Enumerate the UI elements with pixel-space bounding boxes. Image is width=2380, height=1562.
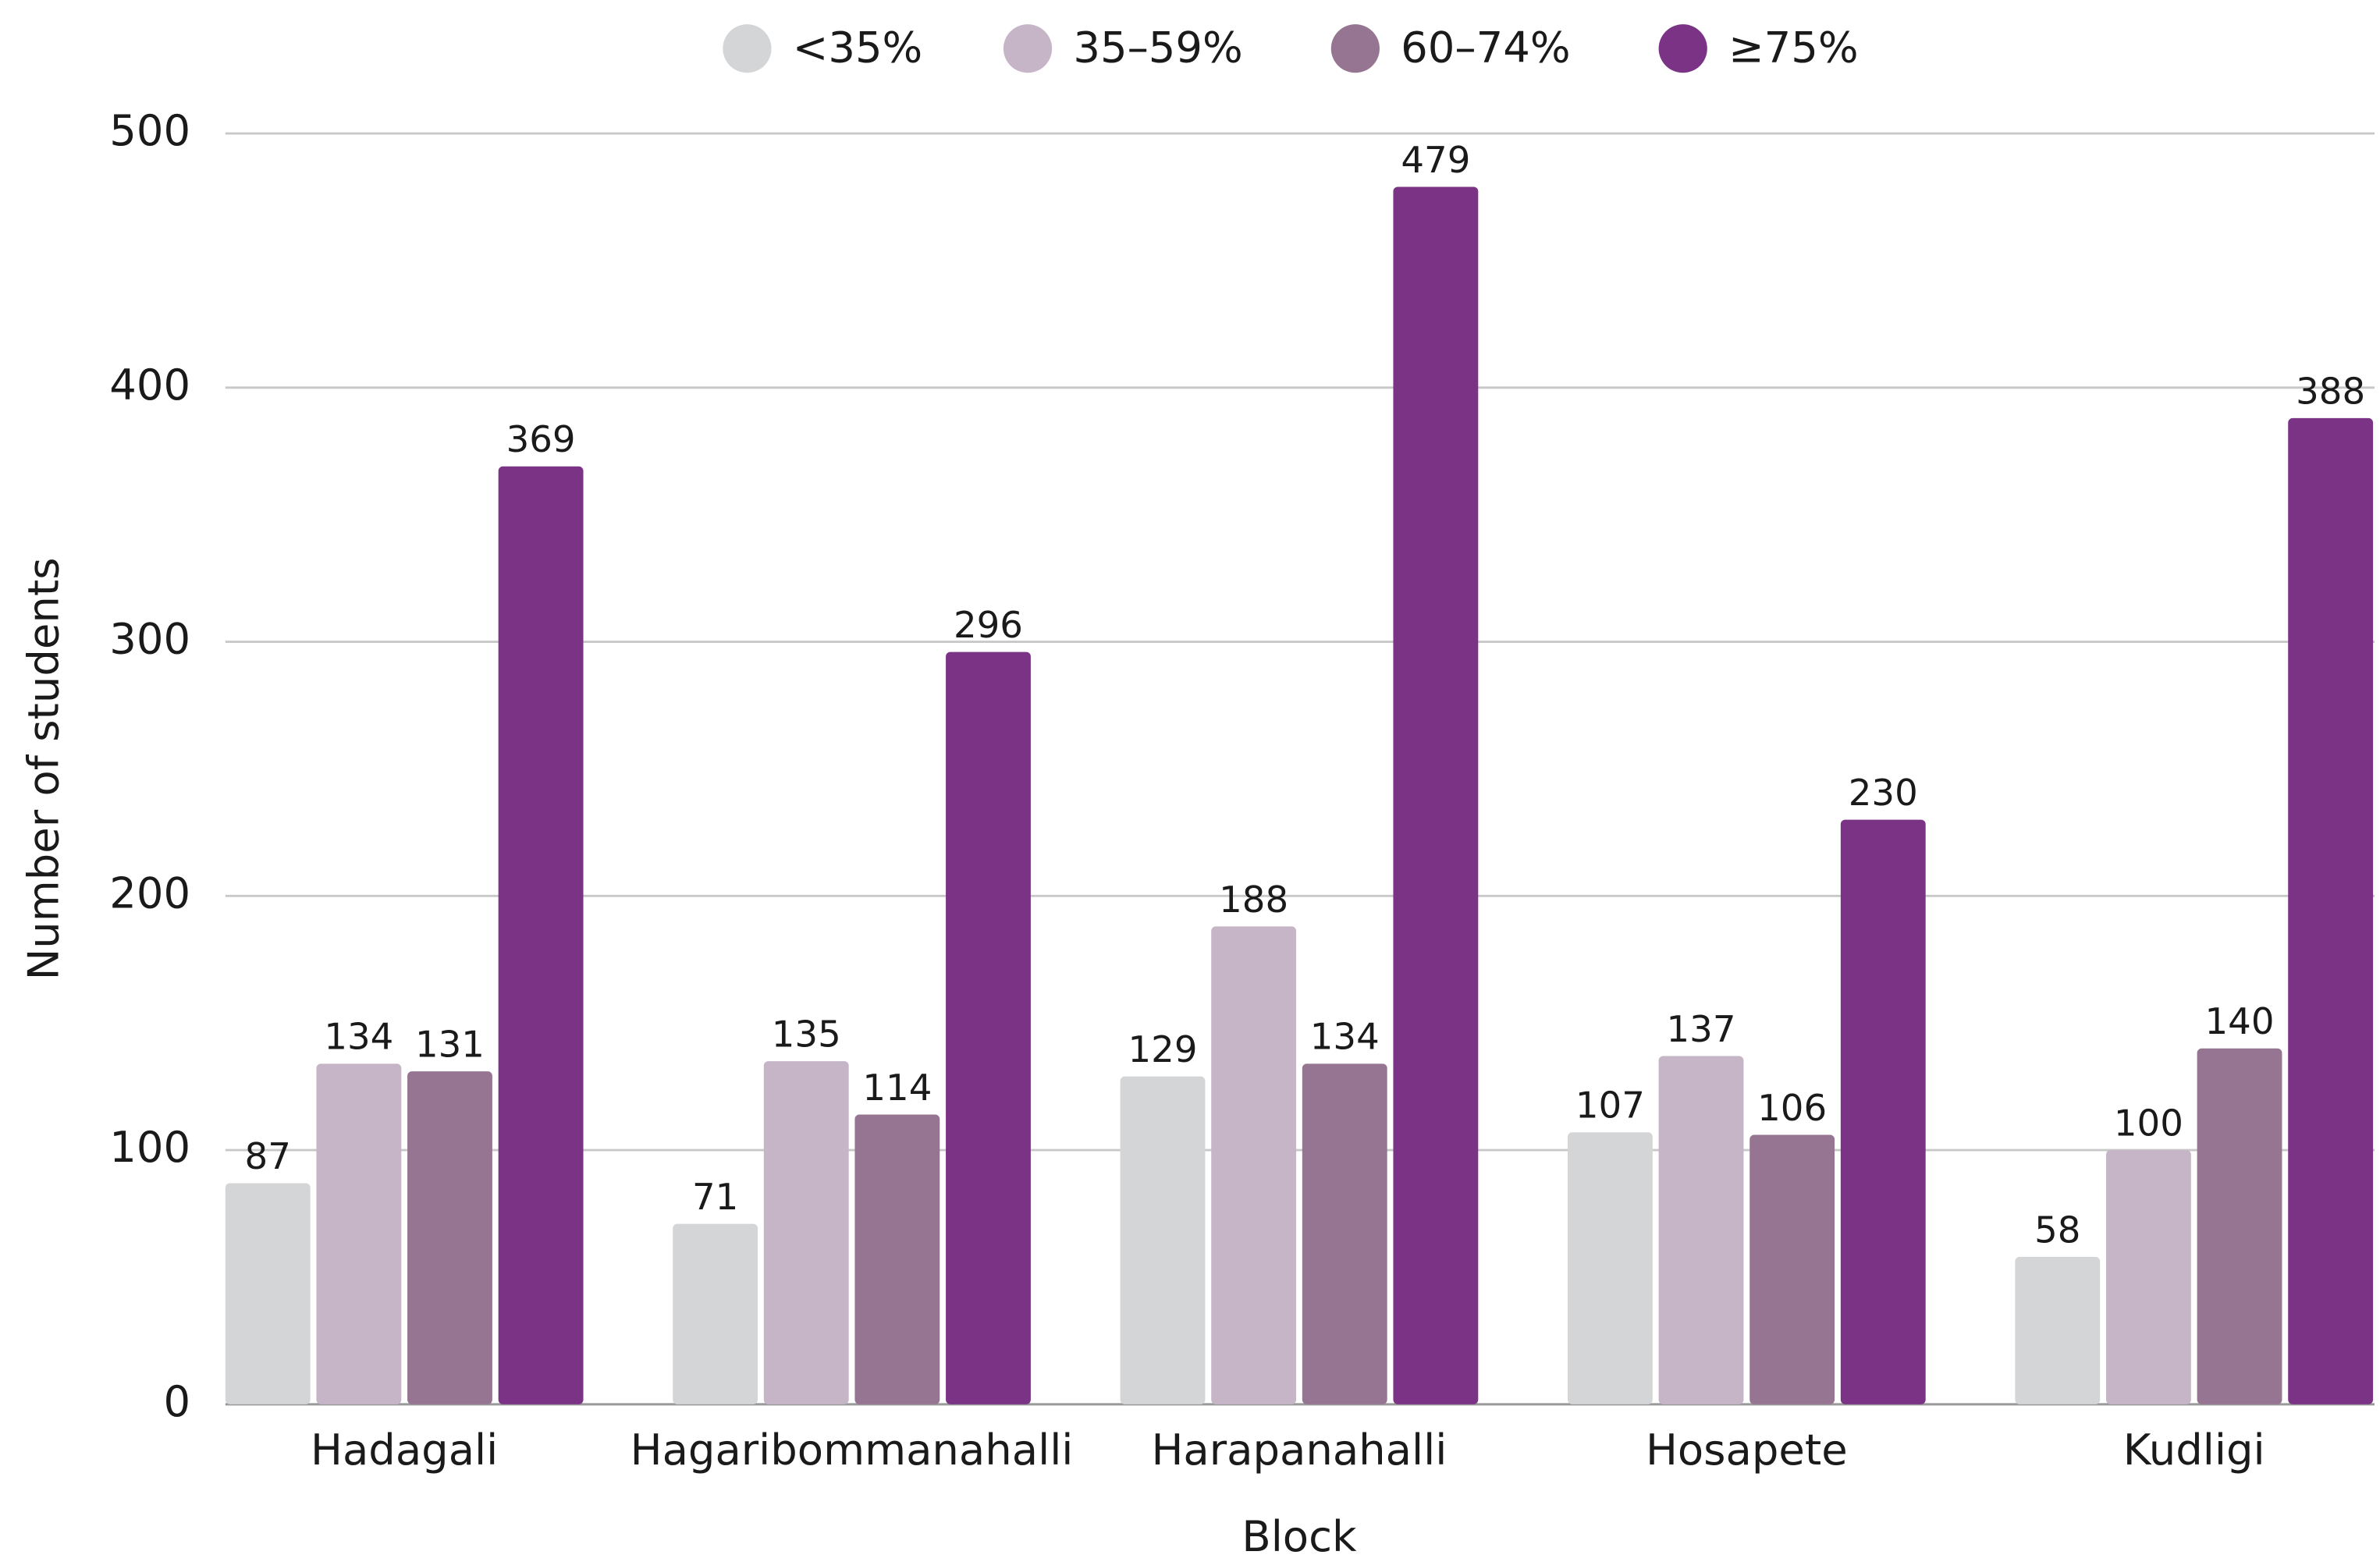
data-label: 134 <box>324 1016 393 1058</box>
bar <box>1658 1056 1744 1404</box>
y-tick-label: 400 <box>109 360 190 410</box>
x-tick-label: Harapanahalli <box>1152 1425 1448 1475</box>
data-label: 58 <box>2034 1209 2080 1251</box>
bar <box>673 1223 758 1404</box>
bar <box>1120 1076 1206 1404</box>
data-label: 100 <box>2114 1102 2183 1144</box>
data-label: 369 <box>506 418 576 460</box>
data-label: 71 <box>692 1176 738 1218</box>
data-label: 87 <box>245 1135 291 1177</box>
bar <box>1749 1134 1835 1404</box>
data-label: 188 <box>1219 879 1288 921</box>
y-tick-label: 200 <box>109 868 190 918</box>
y-axis-label: Number of students <box>19 557 69 980</box>
legend-swatch <box>1330 24 1380 73</box>
bar <box>1211 926 1297 1404</box>
bar <box>946 651 1031 1404</box>
data-label: 107 <box>1575 1085 1645 1127</box>
data-label: 131 <box>415 1024 485 1066</box>
bar <box>2015 1256 2101 1404</box>
bar <box>854 1114 940 1404</box>
data-label: 114 <box>862 1067 932 1109</box>
bar <box>407 1071 492 1404</box>
data-label: 140 <box>2205 1000 2275 1042</box>
legend-label: ≥75% <box>1728 22 1859 72</box>
legend-label: <35% <box>793 22 923 72</box>
bar <box>2197 1048 2282 1404</box>
bar <box>2288 417 2374 1404</box>
x-tick-label: Hadagali <box>311 1425 498 1475</box>
bar <box>1302 1063 1387 1404</box>
bar <box>1567 1132 1653 1404</box>
legend-swatch <box>723 24 772 73</box>
x-axis-label: Block <box>1242 1511 1357 1561</box>
data-label: 296 <box>954 604 1023 646</box>
data-label: 106 <box>1757 1087 1827 1129</box>
y-tick-label: 0 <box>163 1376 190 1426</box>
data-label: 137 <box>1667 1008 1736 1050</box>
x-tick-label: Kudligi <box>2123 1425 2265 1475</box>
legend-label: 60–74% <box>1401 22 1570 72</box>
legend-swatch <box>1658 24 1707 73</box>
data-label: 388 <box>2296 370 2365 412</box>
y-tick-label: 100 <box>109 1122 190 1172</box>
bar <box>225 1183 311 1404</box>
bar <box>498 466 584 1404</box>
x-tick-label: Hagaribommanahalli <box>631 1425 1074 1475</box>
data-label: 135 <box>772 1013 841 1055</box>
data-label: 134 <box>1310 1016 1380 1058</box>
y-tick-label: 500 <box>109 105 190 155</box>
bar <box>763 1061 849 1404</box>
x-tick-label: Hosapete <box>1646 1425 1848 1475</box>
bar <box>2105 1150 2191 1404</box>
legend-label: 35–59% <box>1073 22 1242 72</box>
y-tick-label: 300 <box>109 614 190 664</box>
data-label: 129 <box>1128 1028 1198 1070</box>
bar <box>1393 186 1479 1404</box>
legend-swatch <box>1003 24 1053 73</box>
bar <box>316 1063 402 1404</box>
data-label: 479 <box>1401 139 1470 181</box>
bar <box>1840 819 1926 1404</box>
data-label: 230 <box>1849 772 1918 814</box>
